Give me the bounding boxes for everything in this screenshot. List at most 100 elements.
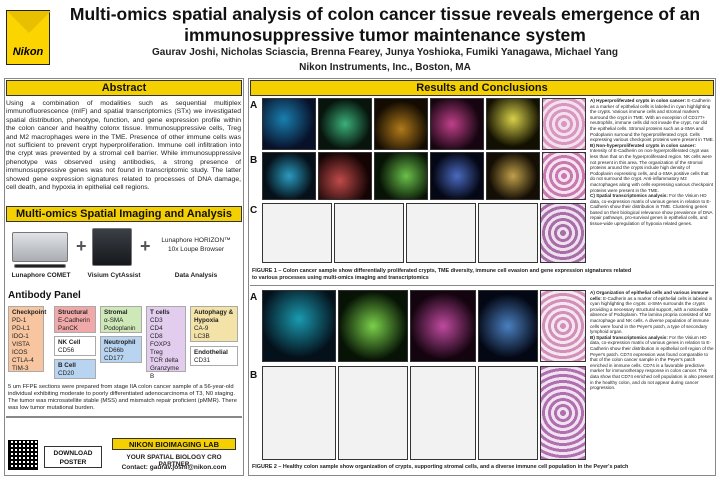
ab-item: Granzyme B (150, 365, 180, 380)
fig2-note-b-body: For the Visium HD data, co-expression ma… (590, 334, 714, 391)
ab-item: CD20 (58, 370, 75, 377)
ab-item: PanCK (58, 325, 78, 332)
fig1c-he-stain (540, 203, 586, 263)
fig1a-he-stain (542, 98, 586, 150)
fig1-caption: FIGURE 1 – Colon cancer sample show diff… (252, 268, 632, 281)
ab-group-header: T cells (150, 309, 170, 316)
ab-item: VISTA (12, 341, 30, 348)
ab-item: PD-L1 (12, 325, 30, 332)
fig1b-micrograph-2 (318, 152, 372, 200)
ab-item: CD8 (150, 333, 163, 340)
fig2b-stx-map-2 (338, 366, 408, 460)
fig1-note-b-head: B) Non-hyperproliferated crypts in colon… (590, 142, 696, 148)
download-line-1: DOWNLOAD (53, 450, 93, 457)
ab-item: LC3B (194, 333, 210, 340)
plus-icon-1: + (76, 236, 87, 256)
results-header: Results and Conclusions (250, 80, 714, 96)
fig1b-micrograph-4 (430, 152, 484, 200)
lunaphore-comet-device (12, 232, 68, 262)
qr-code-icon[interactable] (8, 440, 38, 470)
ab-group-header: NK Cell (58, 339, 81, 346)
device1-label: Lunaphore COMET (11, 272, 71, 279)
fig1a-micrograph-2 (318, 98, 372, 150)
ab-group-endothelial: Endothelial CD31 (190, 346, 238, 366)
ab-group-header: Checkpoint (12, 309, 47, 316)
ab-group-autophagy-hypoxia: Autophagy & Hypoxia CA-9 LC3B (190, 306, 238, 342)
fig2a-micrograph-3 (410, 290, 476, 362)
ab-group-header: B Cell (58, 362, 76, 369)
fig2-note-a-body: E-Cadherin as a marker of epithelial cel… (590, 295, 713, 335)
fig2b-stx-map-3 (410, 366, 476, 460)
ab-item: FOXP3 (150, 341, 171, 348)
fig1-note-a-body: E-Cadherin as a marker of epithelial cel… (590, 98, 714, 143)
title-line-2: immunosuppressive tumor maintenance syst… (184, 25, 586, 45)
fig1c-stx-map-2 (334, 203, 404, 263)
logo-text: Nikon (12, 46, 44, 58)
plus-icon-2: + (140, 236, 151, 256)
ab-item: CD3 (150, 317, 163, 324)
software-horizon: Lunaphore HORIZON™ (161, 237, 231, 244)
fig2-note-a: A) Organization of epithelial cells and … (590, 290, 714, 335)
fig1b-micrograph-1 (262, 152, 316, 200)
fig1b-micrograph-5 (486, 152, 540, 200)
fig1-note-c-head: C) Spatial transcriptomics analysis: (590, 193, 668, 199)
imaging-header: Multi-omics Spatial Imaging and Analysis (6, 206, 242, 222)
fig2-letter-a: A (250, 292, 258, 303)
fig2-note-b: B) Spatial transcriptomics analysis: For… (590, 335, 714, 391)
fig1-note-a-head: A) Hyperproliferated crypts in colon can… (590, 98, 686, 103)
ab-group-structural: Structural E-Cadherin PanCK (54, 306, 96, 333)
fig1c-stx-map-1 (262, 203, 332, 263)
ab-item: E-Cadherin (58, 317, 90, 324)
fig1-note-c: C) Spatial transcriptomics analysis: For… (590, 193, 714, 227)
ab-item: CD31 (194, 357, 211, 364)
ab-group-header: Stromal (104, 309, 128, 316)
software-loupe: 10x Loupe Browser (167, 246, 224, 253)
fig1c-stx-map-4 (478, 203, 538, 263)
ab-group-header: Endothelial (194, 349, 228, 356)
abstract-header: Abstract (6, 80, 242, 96)
fig1-notes: A) Hyperproliferated crypts in colon can… (590, 98, 714, 278)
fig2-letter-b: B (250, 370, 258, 381)
title-line-1: Multi-omics spatial analysis of colon ca… (69, 4, 701, 24)
fig1-note-c-body: For the Visium HD data, co-expression ma… (590, 193, 713, 227)
fig2a-micrograph-2 (338, 290, 408, 362)
ab-item: CTLA-4 (12, 357, 34, 364)
data-analysis-label: Data Analysis (174, 272, 218, 279)
fig1c-stx-map-3 (406, 203, 476, 263)
fig1b-he-stain (542, 152, 586, 200)
ab-item: PD-1 (12, 317, 27, 324)
fig2-caption: FIGURE 2 – Healthy colon sample show org… (252, 464, 629, 470)
authors: Gaurav Joshi, Nicholas Sciascia, Brenna … (152, 47, 618, 58)
ab-group-nk-cell: NK Cell CD56 (54, 336, 96, 356)
ab-item: TIM-3 (12, 365, 29, 372)
device2-label: Visium CytAssist (87, 272, 141, 279)
ab-group-header: Neutrophil (104, 339, 136, 346)
poster-title: Multi-omics spatial analysis of colon ca… (60, 4, 710, 46)
comet-base (14, 264, 66, 268)
nikon-logo: Nikon (6, 10, 51, 65)
divider (6, 416, 242, 418)
ab-item: CD177 (104, 355, 124, 362)
ffpe-description: 5 um FFPE sections were prepared from st… (8, 384, 237, 411)
lab-tagline: YOUR SPATIAL BIOLOGY CRO PARTNER (126, 454, 222, 468)
ab-item: CD66b (104, 347, 124, 354)
software-list: Lunaphore HORIZON™ 10x Loupe Browser (152, 236, 240, 254)
ab-item: TCR delta (150, 357, 179, 364)
ab-item: CD56 (58, 347, 75, 354)
fig2a-micrograph-4 (478, 290, 538, 362)
ab-group-header: Structural (58, 309, 88, 316)
ab-item: ICOS (12, 349, 28, 356)
left-column-frame (4, 78, 244, 476)
fig2-note-b-head: B) Spatial transcriptomics analysis: (590, 334, 668, 340)
download-line-2: POSTER (59, 459, 87, 466)
fig1-note-a: A) Hyperproliferated crypts in colon can… (590, 98, 714, 143)
fig1-note-b-body: Intensity of E-Cadherin on non-hyperprol… (590, 148, 714, 193)
ab-group-checkpoint: Checkpoint PD-1 PD-L1 IDO-1 VISTA ICOS C… (8, 306, 47, 372)
lab-title: NIKON BIOIMAGING LAB (112, 438, 236, 450)
download-poster-button[interactable]: DOWNLOAD POSTER (44, 446, 102, 468)
lab-contact[interactable]: Contact: gaurav.joshi@nikon.com (121, 464, 227, 471)
fig2b-he-stain (540, 366, 586, 460)
fig1a-micrograph-5 (486, 98, 540, 150)
fig1b-micrograph-3 (374, 152, 428, 200)
ab-item: Treg (150, 349, 163, 356)
